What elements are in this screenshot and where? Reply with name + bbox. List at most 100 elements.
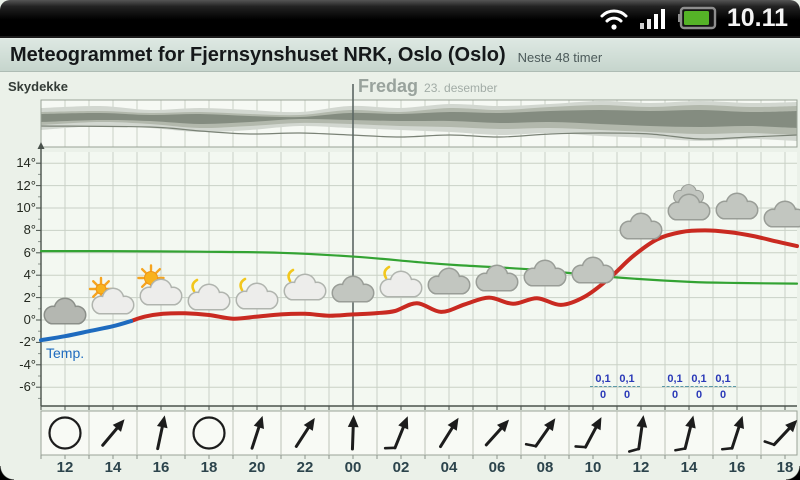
meteogram-chart[interactable]: Skydekke Fredag 23. desember Temp. 14° 12°… [0, 72, 800, 480]
precipitation-value: 0,1 0 [686, 373, 712, 401]
wind-arrow [524, 418, 556, 448]
precipitation-value: 0,1 0 [590, 373, 616, 401]
precipitation-max: 0,1 [662, 373, 688, 387]
wind-calm-circle [48, 416, 82, 450]
y-axis-label: 8° [23, 222, 36, 238]
hour-label: 10 [584, 459, 602, 476]
precipitation-max: 0,1 [614, 373, 640, 387]
y-axis-arrow [37, 142, 45, 149]
wind-arrow [628, 415, 648, 453]
cloud-cover-label: Skydekke [8, 79, 68, 94]
weather-icon-cloud-mid [571, 256, 615, 284]
forecast-range-label: Neste 48 timer [517, 49, 603, 65]
hour-label: 12 [56, 459, 74, 476]
hour-label: 22 [296, 459, 314, 476]
precipitation-max: 0,1 [686, 373, 712, 387]
precipitation-min: 0 [719, 389, 727, 401]
wind-arrow [439, 417, 459, 449]
hour-label: 18 [200, 459, 218, 476]
hour-label: 14 [104, 459, 122, 476]
series-temp-freezing [39, 319, 133, 343]
hour-label: 20 [248, 459, 266, 476]
precipitation-value: 0,1 0 [710, 373, 736, 401]
hour-label: 08 [536, 459, 554, 476]
y-axis-label: -4° [19, 356, 36, 372]
weather-icon-moon-cloud [379, 265, 423, 298]
precipitation-value: 0,1 0 [662, 373, 688, 401]
series-temp [129, 228, 799, 324]
wind-box [40, 410, 798, 456]
weather-icon-sun-cloud [88, 276, 135, 315]
phone-corner [0, 466, 14, 480]
series-green [39, 249, 799, 285]
wind-calm-circle [192, 416, 226, 450]
hour-label: 00 [344, 459, 362, 476]
precipitation-max: 0,1 [710, 373, 736, 387]
wind-arrow [574, 417, 602, 449]
y-axis-label: 6° [23, 244, 36, 260]
weather-icon-cloud-mid [763, 200, 800, 228]
weather-icon-cloud-mid [715, 192, 759, 220]
wind-arrow [674, 415, 696, 452]
precipitation-min: 0 [623, 389, 631, 401]
weather-icon-cloud-mid [475, 264, 519, 292]
wind-arrow [156, 415, 168, 451]
precipitation-max: 0,1 [590, 373, 616, 387]
wind-arrow [347, 415, 359, 451]
signal-strength-icon [639, 9, 665, 29]
y-axis-label: -2° [19, 334, 36, 350]
y-axis-label: 4° [23, 267, 36, 283]
day-name: Fredag [358, 76, 419, 96]
wind-arrow [484, 419, 510, 447]
y-axis-label: -6° [19, 379, 36, 395]
status-bar: 10.11 [0, 0, 800, 38]
weather-icon-cloud-mid [427, 267, 471, 295]
meteogram-canvas [36, 84, 800, 459]
clock: 10.11 [726, 3, 788, 32]
hour-label: 02 [392, 459, 410, 476]
weather-icon-cloud-double [667, 184, 711, 221]
temp-plot-bg [41, 152, 797, 406]
battery-level [683, 11, 709, 25]
wind-arrow [720, 415, 744, 451]
weather-icon-sun-cloud-big [137, 264, 183, 306]
day-date: 23. desember [424, 81, 498, 95]
y-axis-label: 10° [16, 200, 36, 215]
wind-arrow [383, 416, 409, 450]
precipitation-min: 0 [599, 389, 607, 401]
cloud-cover-band [41, 109, 797, 128]
precipitation-value: 0,1 0 [614, 373, 640, 401]
cloud-cover-line [40, 125, 798, 140]
hour-label: 06 [488, 459, 506, 476]
page-title: Meteogrammet for Fjernsynshuset NRK, Osl… [10, 43, 506, 66]
weather-icon-moon-cloud [283, 268, 327, 301]
y-axis-label: 2° [23, 289, 36, 305]
temperature-series-label: Temp. [46, 345, 85, 361]
wind-arrow [101, 419, 125, 447]
battery-icon [677, 6, 717, 30]
weather-icon-moon-cloud [187, 278, 231, 311]
hour-label: 12 [632, 459, 650, 476]
day-divider-label: Fredag 23. desember [358, 76, 497, 97]
wind-arrow [250, 415, 264, 450]
y-axis-label: 14° [16, 155, 36, 171]
y-axis-label: 0° [23, 312, 36, 327]
phone-corner [786, 466, 800, 480]
weather-icon-cloud-mid [619, 212, 663, 240]
wifi-icon [600, 9, 628, 30]
wind-arrow [763, 419, 798, 447]
weather-icon-cloud-mid [331, 275, 375, 303]
weather-icon-moon-cloud [235, 277, 279, 310]
precipitation-min: 0 [671, 389, 679, 401]
hour-label: 14 [680, 459, 698, 476]
app-header: Meteogrammet for Fjernsynshuset NRK, Osl… [0, 38, 800, 72]
weather-icon-cloud-dark [43, 297, 87, 325]
wind-arrow [294, 417, 315, 448]
hour-label: 16 [152, 459, 170, 476]
weather-icon-cloud-mid [523, 259, 567, 287]
cloud-cover-frame [40, 99, 798, 148]
y-axis-label: 12° [16, 177, 36, 193]
hour-label: 16 [728, 459, 746, 476]
hour-label: 04 [440, 459, 458, 476]
